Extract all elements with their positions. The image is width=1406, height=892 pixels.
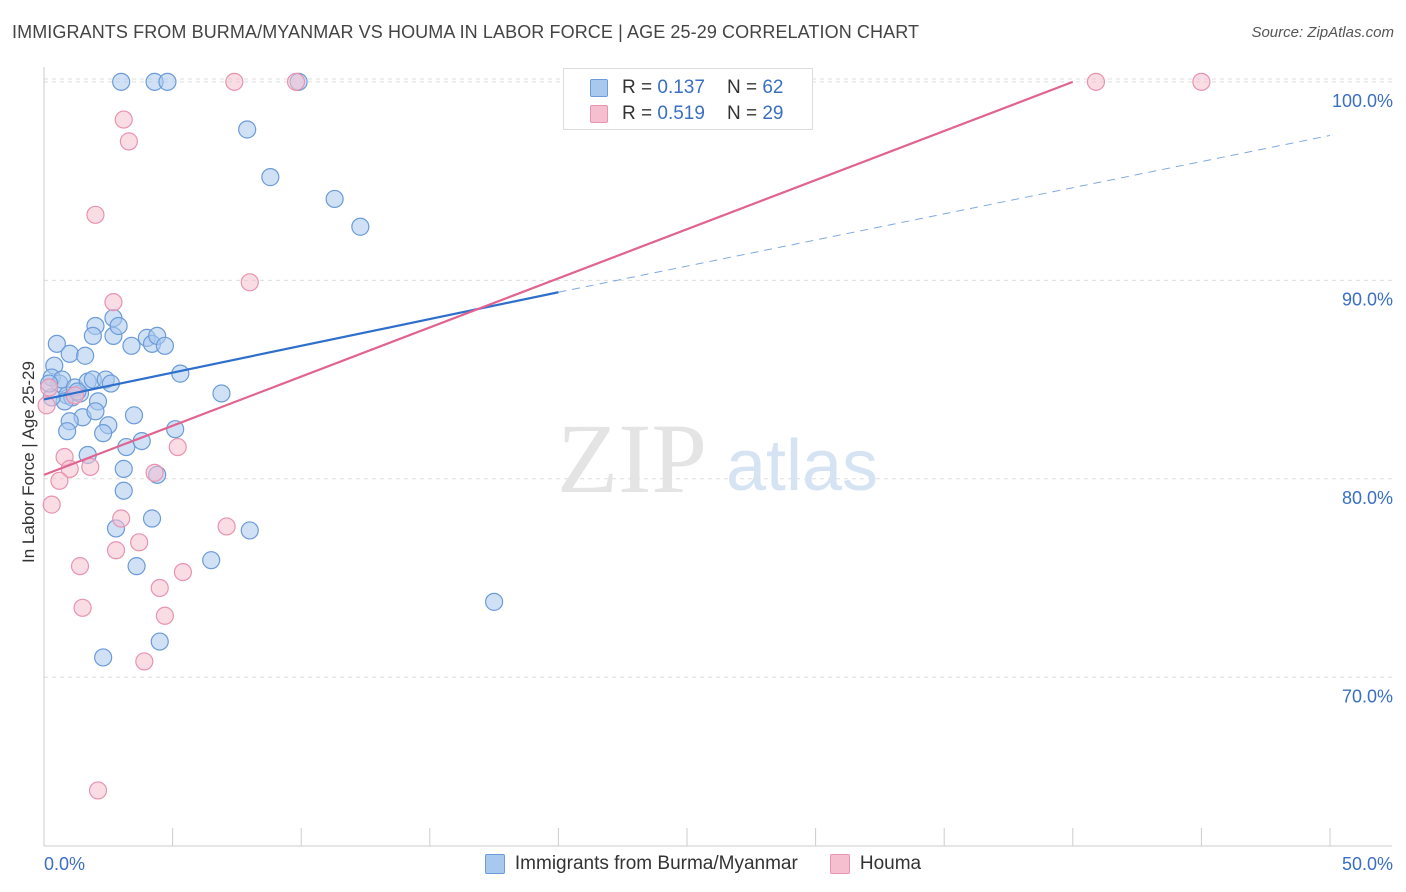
point-burma xyxy=(127,557,146,576)
point-burma xyxy=(166,420,185,439)
legend-swatch-burma xyxy=(484,854,505,874)
legend-swatch-houma xyxy=(829,854,850,874)
legend-row-burma: R = 0.137 N = 62 xyxy=(590,76,783,100)
point-houma xyxy=(225,72,244,91)
point-burma xyxy=(47,334,66,353)
point-burma xyxy=(142,509,162,528)
point-burma xyxy=(122,336,141,355)
legend-n-label: N = xyxy=(726,77,758,98)
legend-r-label: R = xyxy=(622,103,653,124)
legend-n-value: 29 xyxy=(762,103,784,124)
y-tick-label: 70.0% xyxy=(1342,686,1393,706)
point-houma xyxy=(130,533,149,552)
legend-label-burma: Immigrants from Burma/Myanmar xyxy=(514,853,798,874)
point-houma xyxy=(65,386,84,405)
point-burma xyxy=(60,344,79,363)
point-burma xyxy=(158,72,177,91)
chart-title: IMMIGRANTS FROM BURMA/MYANMAR VS HOUMA I… xyxy=(12,22,920,42)
point-houma xyxy=(240,273,259,292)
watermark-atlas: atlas xyxy=(726,426,878,506)
point-burma xyxy=(485,592,504,611)
point-burma xyxy=(58,422,77,441)
legend-item-houma[interactable]: Houma xyxy=(829,853,922,875)
point-houma xyxy=(86,205,105,224)
point-houma xyxy=(112,509,131,528)
point-burma xyxy=(325,189,344,209)
point-burma xyxy=(351,217,370,236)
point-burma xyxy=(94,648,113,667)
watermark: ZIP atlas xyxy=(557,403,878,514)
gridlines xyxy=(44,78,1392,678)
point-burma xyxy=(261,168,280,187)
point-houma xyxy=(106,541,126,560)
point-houma xyxy=(70,557,90,576)
point-houma xyxy=(119,132,138,151)
y-tick-label: 100.0% xyxy=(1332,91,1393,111)
point-burma xyxy=(240,521,259,540)
y-tick-label: 90.0% xyxy=(1342,289,1393,309)
point-burma xyxy=(171,364,190,383)
point-burma xyxy=(150,632,169,651)
trendlines xyxy=(43,80,1331,476)
point-houma xyxy=(88,781,108,800)
legend-label-houma: Houma xyxy=(859,853,922,874)
point-burma xyxy=(86,402,105,421)
point-houma xyxy=(114,110,133,129)
point-houma xyxy=(173,562,192,582)
point-houma xyxy=(42,495,61,514)
y-tick-label: 80.0% xyxy=(1342,488,1393,508)
point-burma xyxy=(109,316,128,336)
point-houma xyxy=(145,463,164,482)
point-houma xyxy=(81,457,100,477)
point-burma xyxy=(94,424,113,443)
point-burma xyxy=(124,406,144,425)
point-houma xyxy=(1086,72,1106,91)
legend-r-label: R = xyxy=(622,77,653,98)
point-burma xyxy=(112,72,131,91)
series-burma-points xyxy=(40,72,504,667)
legend-n-value: 62 xyxy=(762,77,784,98)
series-legend: Immigrants from Burma/Myanmar Houma xyxy=(0,851,1406,877)
point-burma xyxy=(238,120,257,139)
point-houma xyxy=(40,378,59,397)
legend-r-value: 0.137 xyxy=(657,77,705,98)
point-burma xyxy=(83,326,102,346)
point-houma xyxy=(286,72,306,91)
legend-item-burma[interactable]: Immigrants from Burma/Myanmar xyxy=(484,853,798,875)
legend-swatch-burma xyxy=(590,79,608,97)
legend-r-value: 0.519 xyxy=(657,103,705,124)
point-houma xyxy=(104,293,123,312)
correlation-legend: R = 0.137 N = 62 R = 0.519 N = 29 xyxy=(563,68,813,130)
point-houma xyxy=(217,517,236,536)
tick-labels: 70.0% 80.0% 90.0% 100.0% 0.0% 50.0% xyxy=(44,91,1393,874)
point-houma xyxy=(155,606,174,625)
point-burma xyxy=(114,481,133,500)
point-houma xyxy=(73,598,92,617)
watermark-zip: ZIP xyxy=(557,403,707,514)
trendline-houma xyxy=(43,80,1074,476)
series-houma-points xyxy=(37,72,1211,800)
y-axis-label: In Labor Force | Age 25-29 xyxy=(19,361,38,563)
point-houma xyxy=(150,578,169,598)
axes xyxy=(43,67,1392,847)
source-credit: Source: ZipAtlas.com xyxy=(1251,24,1394,41)
legend-n-label: N = xyxy=(726,103,758,124)
x-tick-label-min: 0.0% xyxy=(44,854,85,874)
legend-row-houma: R = 0.519 N = 29 xyxy=(590,102,783,126)
point-burma xyxy=(212,384,231,403)
point-burma xyxy=(155,336,174,355)
point-houma xyxy=(50,471,69,490)
x-tick-label-max: 50.0% xyxy=(1342,854,1393,874)
point-houma xyxy=(135,652,154,671)
point-houma xyxy=(37,396,56,415)
point-burma xyxy=(114,459,133,478)
point-houma xyxy=(168,437,187,457)
point-burma xyxy=(76,346,95,365)
point-burma xyxy=(202,551,221,570)
trendline-burma-extension xyxy=(558,134,1331,293)
legend-swatch-houma xyxy=(590,105,608,123)
point-houma xyxy=(1192,72,1211,91)
